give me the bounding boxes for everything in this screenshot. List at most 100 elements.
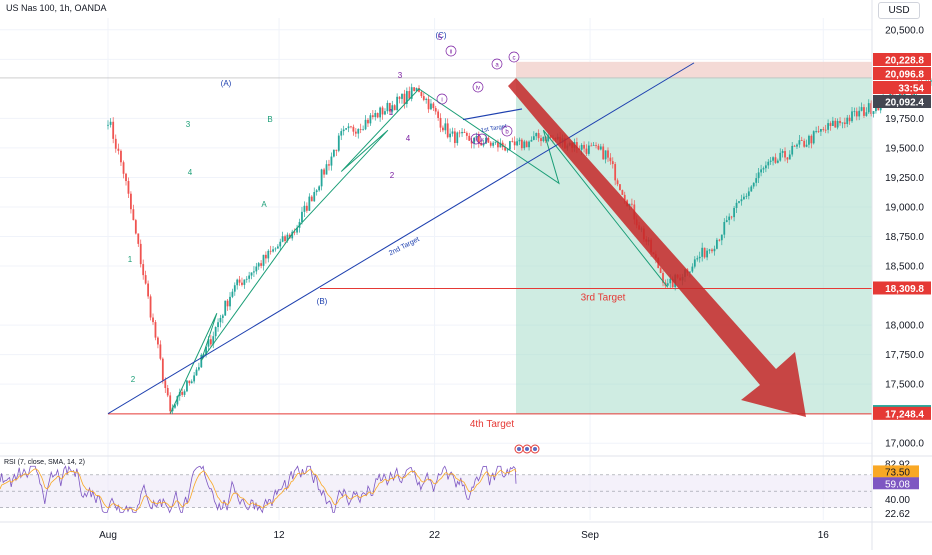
rsi-tick-label: 40.00 [885, 495, 910, 506]
rsi-band [0, 474, 872, 508]
candle-body [669, 278, 672, 284]
candle-body [422, 96, 425, 100]
candle-body [257, 263, 260, 267]
candle-body [621, 190, 624, 195]
candle-body [403, 93, 406, 104]
time-tick-label: Aug [99, 530, 117, 541]
candle-body [662, 272, 664, 283]
target-3-label: 3rd Target [581, 292, 626, 303]
candle-body [190, 381, 193, 384]
rsi-line [0, 465, 517, 514]
candle-body [434, 108, 437, 112]
candle-body [587, 145, 590, 154]
candle-body [482, 143, 485, 146]
candle-body [808, 135, 810, 145]
candle-body [696, 258, 699, 260]
candle-body [800, 140, 803, 141]
price-label-box [873, 95, 931, 108]
candle-body [405, 91, 408, 104]
candle-body [853, 111, 856, 113]
candle-body [127, 181, 130, 194]
wave-label-green: 3 [186, 120, 191, 129]
rsi-sma-value-box [873, 465, 919, 478]
candle-body [335, 149, 338, 151]
candle-body [585, 148, 588, 154]
wave-circle [508, 51, 520, 63]
candle-body [743, 196, 745, 200]
wave-circle [491, 58, 503, 70]
candle-body [195, 369, 198, 376]
event-flag-dot [517, 447, 521, 451]
candle-body [125, 173, 127, 182]
candle-body [855, 111, 858, 117]
candle-body [693, 259, 696, 267]
candle-body [176, 396, 179, 405]
candle-body [345, 128, 348, 130]
candle-body [296, 227, 298, 233]
candle-body [834, 120, 837, 128]
candle-body [788, 154, 791, 160]
candle-body [308, 196, 311, 211]
candle-body [805, 144, 808, 147]
candle-body [330, 156, 333, 166]
candle-body [841, 122, 844, 124]
candle-body [609, 157, 612, 162]
price-label-text: 20,092.4 [885, 98, 924, 109]
candle-body [511, 141, 514, 142]
candle-body [279, 241, 282, 247]
candle-body [142, 264, 145, 276]
candle-body [337, 135, 340, 151]
candle-body [236, 279, 239, 286]
candle-body [120, 150, 122, 163]
wave-circle [472, 81, 484, 93]
candle-body [161, 358, 164, 381]
rsi-tick-label: 22.62 [885, 509, 910, 520]
event-flag-dot [525, 447, 529, 451]
candle-body [134, 220, 137, 234]
candle-body [623, 194, 626, 201]
candle-body [401, 93, 403, 99]
candle-body [518, 139, 521, 142]
candle-body [774, 157, 777, 163]
candle-body [781, 151, 784, 153]
candle-body [284, 236, 286, 242]
candle-body [313, 192, 316, 202]
forecast-arrow [508, 78, 806, 417]
candle-body [509, 141, 511, 150]
price-tick-label: 20,500.0 [885, 25, 924, 36]
candle-body [769, 160, 772, 162]
wave-circle [501, 125, 513, 137]
candle-body [221, 315, 224, 318]
candle-body [520, 139, 523, 149]
candle-body [386, 102, 389, 112]
candle-body [711, 249, 713, 252]
candle-body [468, 135, 471, 141]
candle-body [233, 285, 236, 292]
candle-body [757, 172, 760, 179]
candle-body [891, 93, 894, 96]
candle-body [602, 146, 605, 160]
candle-body [243, 279, 246, 285]
candle-body [497, 141, 499, 148]
candle-body [354, 131, 357, 134]
candle-body [720, 234, 723, 241]
time-tick-label: 12 [273, 530, 285, 541]
time-tick-label: 22 [429, 530, 441, 541]
candle-body [340, 131, 343, 136]
candle-body [442, 127, 444, 131]
candle-body [396, 96, 399, 111]
price-tick-label: 19,250.0 [885, 173, 924, 184]
candle-body [238, 279, 241, 283]
currency-button[interactable]: USD [878, 2, 920, 19]
candle-body [137, 233, 140, 244]
candle-body [597, 145, 600, 150]
candle-body [487, 137, 490, 143]
price-label-text: 18,309.8 [885, 284, 924, 295]
candle-body [325, 164, 328, 175]
candle-body [303, 205, 306, 212]
wave-circle [476, 133, 488, 145]
candle-body [599, 146, 602, 150]
candle-body [449, 133, 451, 138]
